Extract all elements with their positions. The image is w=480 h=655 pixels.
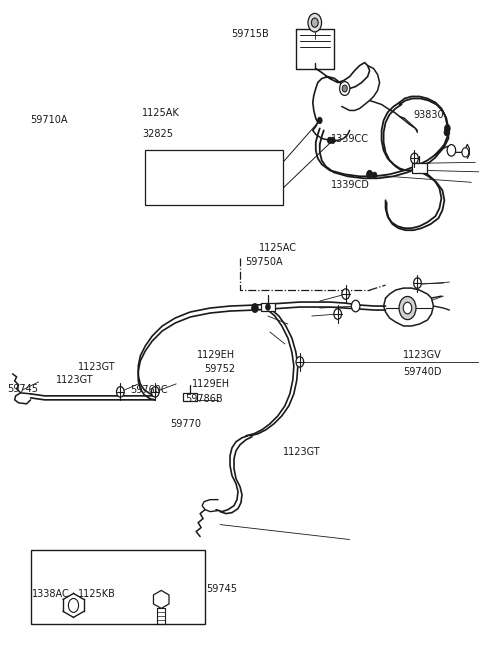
Circle shape [317,117,322,124]
Circle shape [403,302,412,314]
Bar [411,163,428,174]
Text: 59740D: 59740D [403,367,441,377]
Text: 1125AK: 1125AK [142,108,180,118]
Circle shape [312,18,318,28]
Text: 1125KB: 1125KB [77,590,115,599]
Text: 59715B: 59715B [231,29,268,39]
Text: 1339CC: 1339CC [331,134,369,144]
Text: 1125AC: 1125AC [259,243,297,253]
Text: 1123GT: 1123GT [56,375,94,385]
Circle shape [327,137,332,143]
Bar [145,151,283,205]
Text: 59786B: 59786B [186,394,223,404]
Circle shape [117,386,124,397]
Text: 59760C: 59760C [130,385,168,395]
Bar [183,393,197,401]
Polygon shape [154,590,169,608]
Bar [261,303,275,311]
Circle shape [372,172,377,179]
Text: 59770: 59770 [170,419,202,429]
Circle shape [342,289,349,299]
Circle shape [265,304,270,310]
Circle shape [444,124,450,132]
Circle shape [252,303,258,312]
Text: 59710A: 59710A [30,115,68,124]
Text: 1123GV: 1123GV [403,350,442,360]
Text: 93830: 93830 [414,109,444,120]
Text: 59752: 59752 [204,364,235,374]
Circle shape [252,304,258,312]
Text: 1339CD: 1339CD [331,180,370,190]
Text: 59745: 59745 [206,584,238,594]
Circle shape [399,297,416,320]
Circle shape [330,137,335,143]
Circle shape [351,300,360,312]
Text: 1129EH: 1129EH [197,350,235,360]
Circle shape [342,85,347,92]
Circle shape [414,278,421,288]
Circle shape [68,599,79,612]
Text: 1129EH: 1129EH [192,379,230,389]
Circle shape [308,13,322,32]
Text: 1123GT: 1123GT [283,447,321,457]
Circle shape [334,309,342,319]
Text: 59750A: 59750A [245,257,282,267]
Text: 1338AC: 1338AC [32,590,70,599]
Circle shape [462,148,469,157]
Circle shape [367,170,372,178]
Text: 32825: 32825 [142,129,173,139]
Circle shape [444,129,449,136]
Circle shape [367,170,372,178]
Circle shape [447,145,456,156]
Text: 59745: 59745 [7,384,38,394]
Bar [31,550,205,624]
Circle shape [151,386,159,397]
Circle shape [411,153,419,164]
Circle shape [340,82,350,96]
Circle shape [296,357,304,367]
Circle shape [445,129,450,136]
Text: 1123GT: 1123GT [78,362,115,372]
